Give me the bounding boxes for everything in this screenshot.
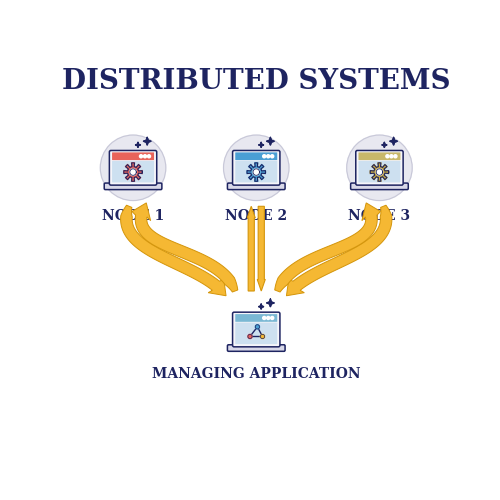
Polygon shape	[130, 169, 136, 175]
Circle shape	[248, 334, 252, 338]
FancyBboxPatch shape	[350, 183, 408, 190]
FancyBboxPatch shape	[236, 161, 277, 182]
Polygon shape	[247, 206, 255, 291]
FancyBboxPatch shape	[104, 183, 162, 190]
Polygon shape	[258, 142, 264, 148]
Circle shape	[224, 135, 289, 200]
Text: NODE 3: NODE 3	[348, 209, 410, 223]
Polygon shape	[144, 138, 151, 145]
Circle shape	[346, 135, 412, 200]
FancyBboxPatch shape	[236, 322, 277, 344]
Circle shape	[262, 316, 266, 320]
Polygon shape	[132, 203, 238, 292]
Polygon shape	[258, 206, 266, 291]
FancyBboxPatch shape	[232, 150, 280, 185]
FancyBboxPatch shape	[232, 312, 280, 347]
Circle shape	[386, 154, 389, 158]
FancyBboxPatch shape	[356, 150, 403, 185]
Polygon shape	[136, 142, 140, 148]
Circle shape	[394, 154, 397, 158]
FancyBboxPatch shape	[358, 152, 401, 160]
Circle shape	[260, 334, 264, 338]
Circle shape	[266, 316, 270, 320]
Polygon shape	[120, 205, 226, 296]
FancyBboxPatch shape	[358, 161, 401, 182]
Text: MANAGING APPLICATION: MANAGING APPLICATION	[152, 367, 360, 381]
Text: NODE 2: NODE 2	[225, 209, 288, 223]
Circle shape	[270, 316, 274, 320]
Polygon shape	[124, 163, 142, 182]
Polygon shape	[382, 142, 387, 148]
Circle shape	[140, 154, 142, 158]
Text: NODE 1: NODE 1	[102, 209, 164, 223]
Polygon shape	[266, 138, 274, 145]
Polygon shape	[390, 138, 398, 145]
Polygon shape	[258, 304, 264, 309]
Circle shape	[390, 154, 393, 158]
FancyBboxPatch shape	[110, 150, 156, 185]
Polygon shape	[253, 169, 260, 175]
Circle shape	[262, 154, 266, 158]
Polygon shape	[247, 163, 266, 182]
Circle shape	[256, 324, 260, 329]
Circle shape	[270, 154, 274, 158]
FancyBboxPatch shape	[228, 345, 285, 352]
Text: DISTRIBUTED SYSTEMS: DISTRIBUTED SYSTEMS	[62, 68, 450, 94]
Polygon shape	[274, 203, 380, 292]
FancyBboxPatch shape	[236, 314, 277, 322]
Polygon shape	[286, 205, 392, 296]
Circle shape	[144, 154, 146, 158]
FancyBboxPatch shape	[236, 152, 277, 160]
Polygon shape	[266, 299, 274, 307]
Polygon shape	[376, 169, 382, 175]
FancyBboxPatch shape	[112, 161, 154, 182]
Circle shape	[148, 154, 150, 158]
Polygon shape	[370, 163, 388, 182]
Circle shape	[100, 135, 166, 200]
FancyBboxPatch shape	[228, 183, 285, 190]
Circle shape	[266, 154, 270, 158]
FancyBboxPatch shape	[112, 152, 154, 160]
